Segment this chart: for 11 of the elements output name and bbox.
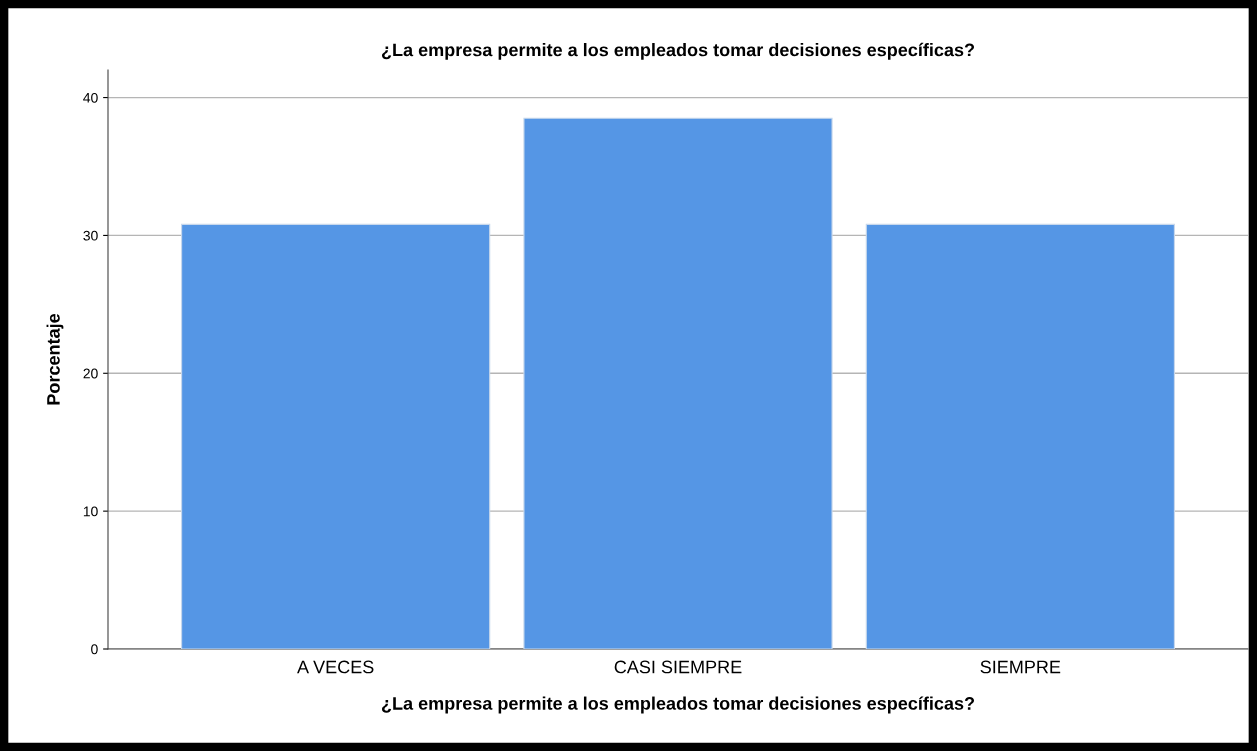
y-tick-label: 0: [91, 644, 98, 655]
y-tick-label: 40: [83, 92, 98, 103]
x-tick-label: SIEMPRE: [980, 660, 1061, 674]
y-tick-label: 10: [83, 506, 98, 517]
chart-title: ¿La empresa permite a los empleados tomar decisiones específicas?: [381, 42, 975, 60]
y-tick-label: 20: [83, 368, 98, 379]
y-tick-label: 30: [83, 230, 98, 241]
y-axis-title: Porcentaje: [46, 313, 64, 405]
x-tick-label: CASI SIEMPRE: [614, 660, 742, 674]
x-tick-label: A VECES: [297, 660, 374, 674]
x-axis-title: ¿La empresa permite a los empleados tomar decisiones específicas?: [381, 696, 975, 714]
